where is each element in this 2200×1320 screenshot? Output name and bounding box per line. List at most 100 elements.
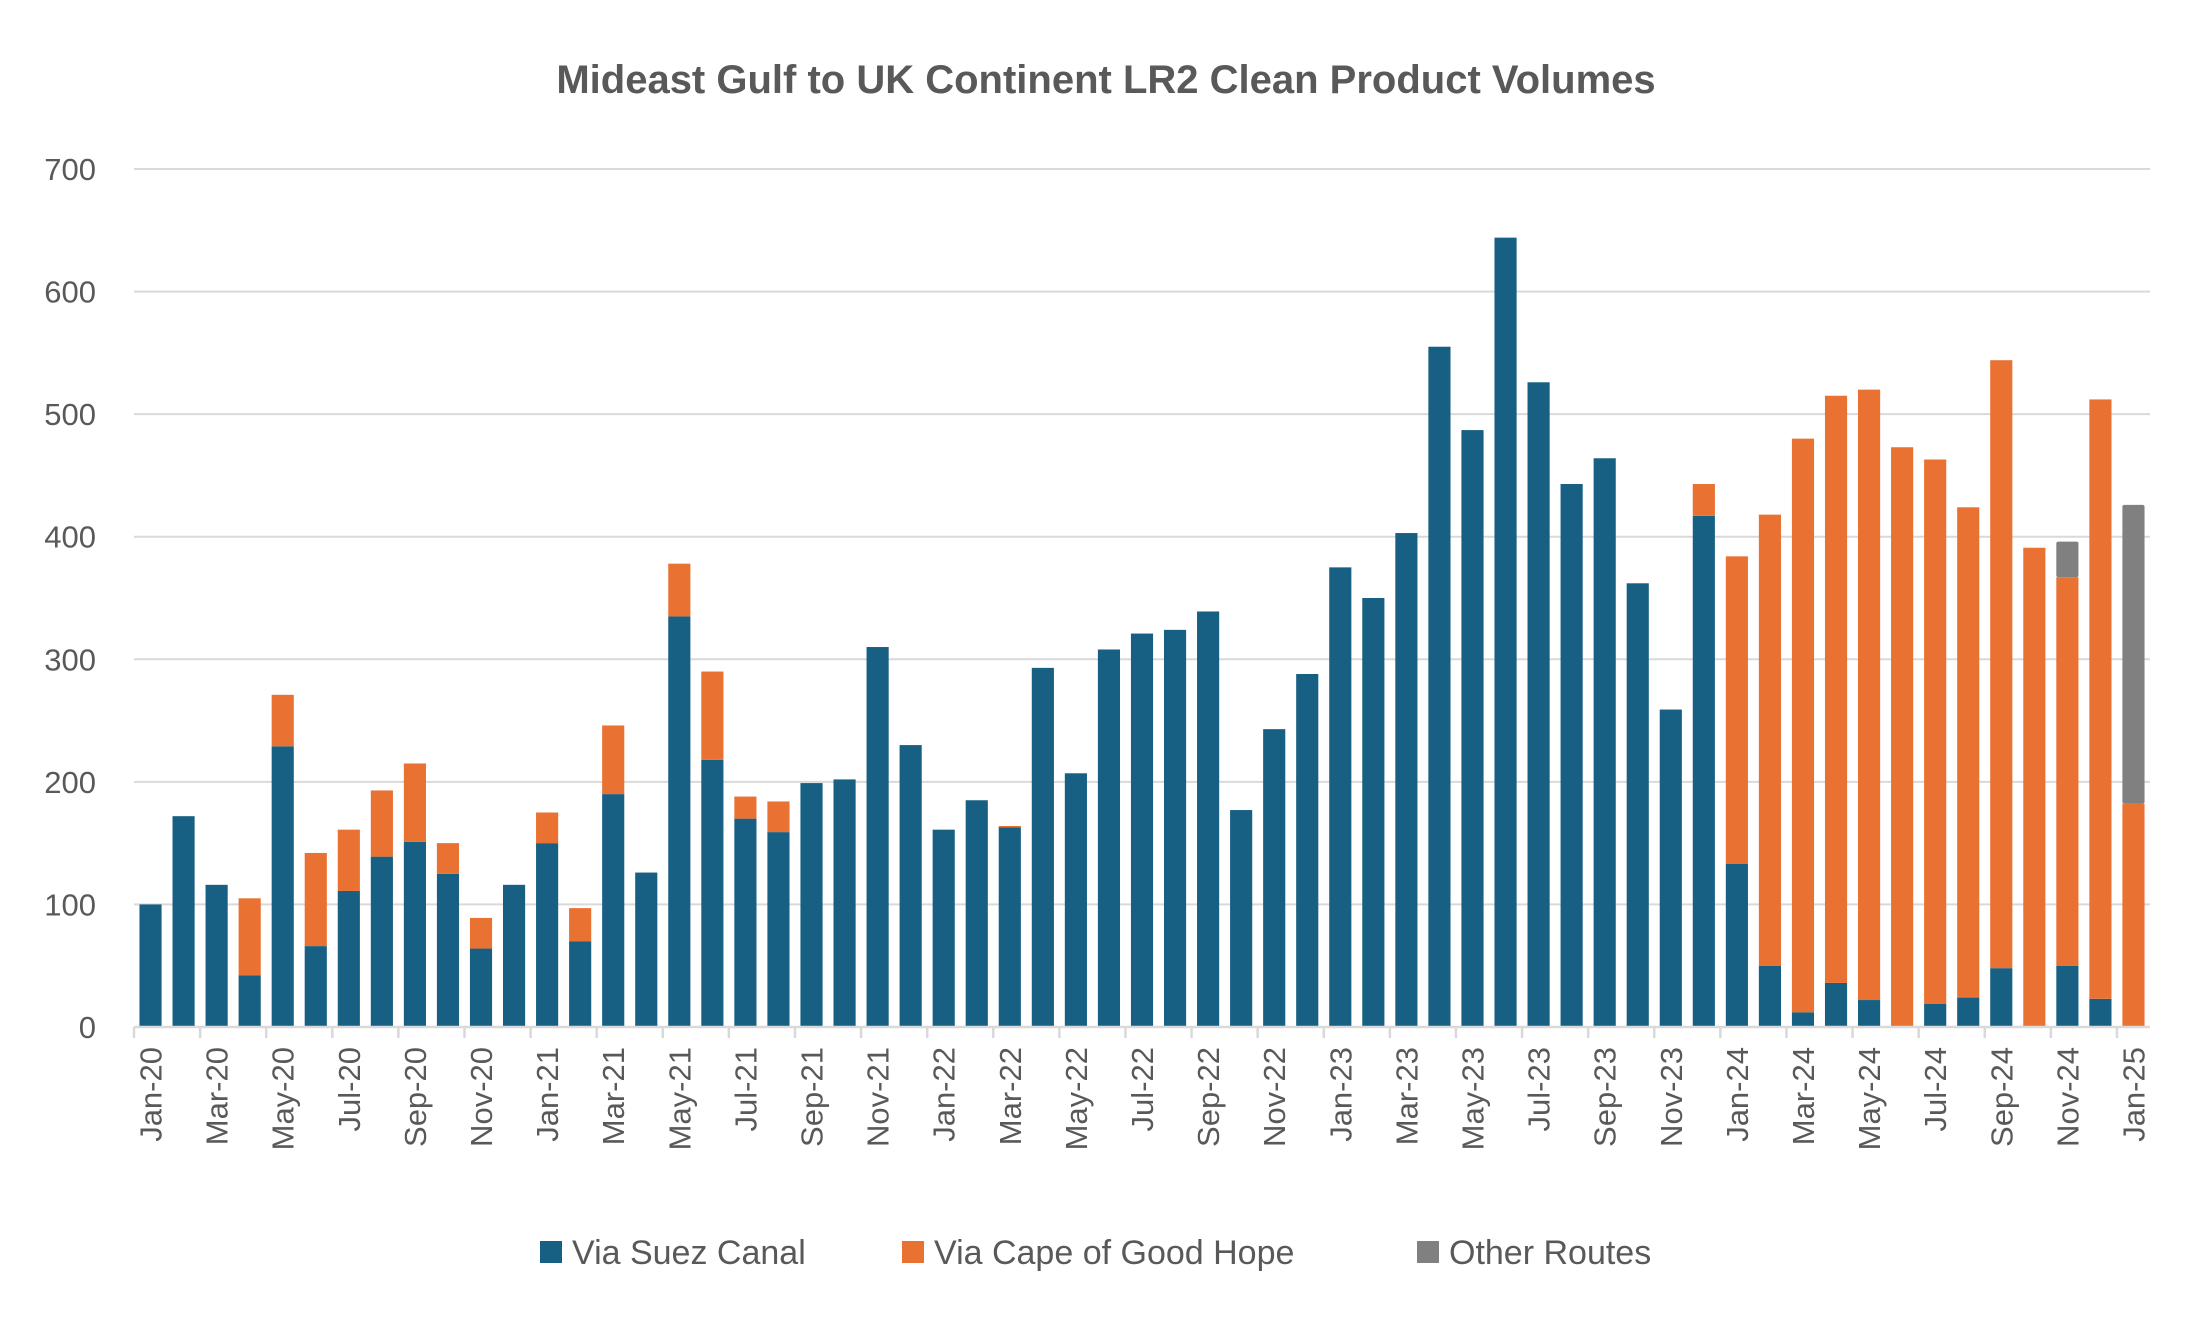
bar-via-suez-canal-nov-21 [866,647,889,1027]
bar-via-cape-of-good-hope-jul-24 [1924,459,1947,1004]
bar-via-suez-canal-apr-21 [635,872,658,1027]
x-tick-label: Mar-21 [596,1047,631,1145]
bar-via-suez-canal-apr-22 [1031,667,1054,1027]
bar-other-routes-jan-25 [2122,504,2145,804]
bar-via-suez-canal-aug-21 [767,832,790,1027]
chart-title: Mideast Gulf to UK Continent LR2 Clean P… [556,58,1655,102]
bar-via-cape-of-good-hope-nov-20 [469,917,493,949]
bar-via-cape-of-good-hope-may-20 [271,694,294,747]
bar-via-suez-canal-oct-23 [1626,583,1649,1027]
bar-via-suez-canal-jul-23 [1527,382,1550,1027]
bar-via-cape-of-good-hope-oct-24 [2023,547,2046,1027]
legend-item-other-routes: Other Routes [1417,1234,1651,1272]
bar-via-suez-canal-nov-24 [2056,965,2079,1027]
bar-via-cape-of-good-hope-nov-24 [2056,577,2079,966]
x-tick-label: May-21 [662,1047,697,1150]
bar-via-suez-canal-mar-22 [998,827,1021,1027]
bar-via-cape-of-good-hope-oct-20 [436,843,460,874]
bar-via-cape-of-good-hope-jan-25 [2122,803,2145,1027]
x-tick-label: Mar-24 [1786,1047,1821,1145]
bar-via-cape-of-good-hope-jun-24 [1891,447,1914,1027]
x-tick-label: Sep-23 [1588,1047,1623,1147]
bar-via-suez-canal-apr-24 [1824,982,1848,1027]
bar-via-cape-of-good-hope-apr-24 [1824,395,1848,983]
y-tick-label: 300 [44,642,96,677]
bar-via-cape-of-good-hope-jul-20 [337,829,360,891]
x-tick-label: Sep-24 [1984,1047,2019,1147]
bar-via-suez-canal-feb-20 [172,816,195,1027]
bar-via-suez-canal-jan-23 [1329,567,1352,1027]
bar-via-suez-canal-dec-23 [1692,515,1715,1027]
bar-via-suez-canal-jul-20 [337,890,360,1027]
bar-via-cape-of-good-hope-dec-23 [1692,484,1715,516]
x-tick-label: Sep-20 [398,1047,433,1147]
bar-via-cape-of-good-hope-aug-20 [370,790,393,857]
bar-via-cape-of-good-hope-jan-24 [1725,556,1748,864]
x-tick-label: Nov-20 [464,1047,499,1147]
x-tick-label: May-24 [1852,1047,1887,1150]
y-tick-label: 200 [44,765,96,800]
bar-via-suez-canal-aug-20 [370,856,393,1027]
y-tick-label: 500 [44,397,96,432]
x-axis [132,1025,2150,1038]
x-tick-label: Mar-22 [993,1047,1028,1145]
bar-via-suez-canal-dec-21 [899,745,922,1027]
y-tick-label: 100 [44,887,96,922]
bar-via-suez-canal-jul-22 [1130,633,1154,1027]
bar-via-suez-canal-nov-23 [1659,709,1682,1027]
bar-via-suez-canal-sep-23 [1593,458,1616,1027]
bar-via-suez-canal-nov-20 [469,948,493,1027]
bar-via-cape-of-good-hope-jun-21 [701,671,724,760]
y-tick-label: 600 [44,275,96,310]
bar-via-suez-canal-dec-24 [2089,998,2112,1027]
y-axis-tick-labels: 0 100 200 300 400 500 600 700 [44,152,96,1045]
legend-swatch [540,1241,562,1263]
x-tick-label: Jan-21 [530,1047,565,1142]
bar-via-suez-canal-sep-24 [1990,968,2013,1027]
bar-via-suez-canal-may-22 [1064,773,1087,1027]
legend-swatch [1417,1241,1439,1263]
x-tick-label: Nov-23 [1654,1047,1689,1147]
bar-via-suez-canal-may-21 [668,616,691,1027]
bar-via-suez-canal-mar-23 [1395,533,1418,1027]
bar-via-suez-canal-mar-21 [602,794,625,1027]
legend-item-via-suez-canal: Via Suez Canal [540,1234,806,1272]
bar-via-suez-canal-jul-24 [1924,1003,1947,1027]
bars [139,237,2145,1028]
legend-label: Via Cape of Good Hope [934,1234,1294,1272]
x-tick-label: Jan-24 [1720,1047,1755,1142]
bar-via-cape-of-good-hope-feb-24 [1758,514,1781,966]
legend-label: Via Suez Canal [572,1234,806,1272]
x-tick-label: Mar-23 [1389,1047,1424,1145]
bar-via-suez-canal-jan-24 [1725,863,1748,1027]
bar-via-cape-of-good-hope-may-21 [668,563,691,617]
bar-via-suez-canal-oct-21 [833,779,856,1027]
bar-via-cape-of-good-hope-aug-24 [1957,507,1980,998]
bar-via-cape-of-good-hope-sep-20 [403,763,426,842]
bar-via-suez-canal-apr-20 [238,975,261,1027]
x-tick-label: May-22 [1059,1047,1094,1150]
bar-via-suez-canal-jan-20 [139,904,162,1027]
bar-via-suez-canal-jun-22 [1097,649,1121,1027]
bar-via-cape-of-good-hope-sep-24 [1990,360,2013,969]
bar-via-suez-canal-aug-24 [1957,997,1980,1027]
x-tick-label: Nov-24 [2050,1047,2085,1147]
bar-other-routes-nov-24 [2056,541,2079,578]
x-tick-label: May-20 [266,1047,301,1150]
x-tick-label: Sep-21 [795,1047,830,1147]
bar-via-suez-canal-may-20 [271,746,294,1027]
bar-via-suez-canal-aug-23 [1560,484,1583,1027]
x-tick-label: Jan-20 [134,1047,169,1142]
legend-item-via-cape-of-good-hope: Via Cape of Good Hope [902,1234,1294,1272]
y-tick-label: 700 [44,152,96,187]
x-tick-label: Jul-24 [1918,1047,1953,1131]
bar-via-cape-of-good-hope-jun-20 [304,852,327,947]
bar-via-suez-canal-dec-20 [502,884,526,1027]
bar-via-suez-canal-aug-22 [1163,629,1187,1027]
x-tick-label: Jan-23 [1323,1047,1358,1142]
x-tick-label: Jul-21 [728,1047,763,1131]
bar-via-suez-canal-feb-24 [1758,965,1781,1027]
bar-via-suez-canal-may-24 [1858,1000,1881,1027]
bar-via-suez-canal-feb-22 [965,800,988,1027]
